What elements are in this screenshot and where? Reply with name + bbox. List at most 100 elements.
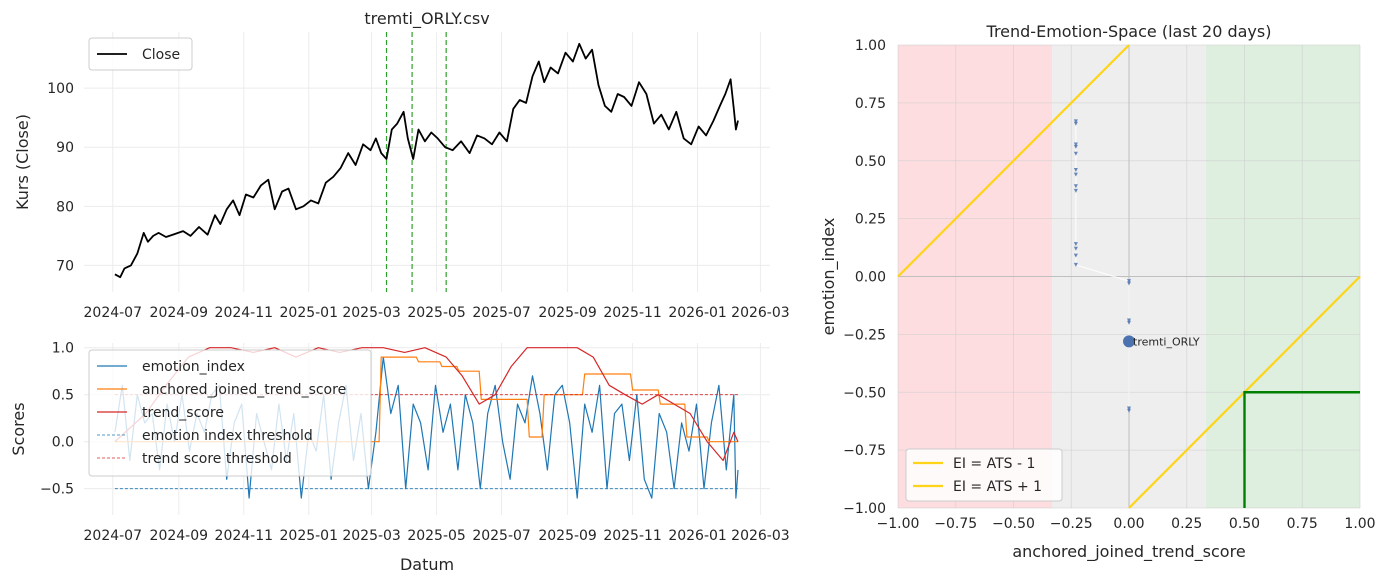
scores-y-axis-label: Scores: [9, 402, 28, 455]
legend-entry: trend score threshold: [142, 451, 292, 467]
trail-marker: [1073, 168, 1078, 173]
x-tick-label: 0.75: [1287, 516, 1318, 532]
current-point: [1123, 335, 1135, 348]
y-tick-label: 100: [47, 81, 74, 97]
legend-box: [905, 448, 1063, 502]
x-tick-label: −0.50: [992, 516, 1035, 532]
space-trail: [1073, 119, 1131, 413]
legend-entry: emotion_index: [142, 359, 245, 375]
y-tick-label: 0.5: [52, 388, 74, 404]
boundary-line: [897, 44, 1130, 278]
x-tick-label: 2025-05: [407, 305, 466, 321]
legend-entry: trend_score: [142, 405, 224, 421]
trail-marker: [1127, 406, 1131, 411]
x-tick-label: 2025-01: [280, 305, 339, 321]
x-tick-label: 2025-11: [603, 528, 662, 544]
price-vlines: [385, 32, 447, 292]
legend-box: [88, 349, 372, 477]
trail-marker: [1073, 242, 1078, 247]
y-tick-label: 0.75: [855, 96, 886, 112]
y-tick-label: 90: [56, 140, 74, 156]
scores-legend: emotion_index anchored_joined_trend_score…: [88, 349, 372, 477]
scores-x-ticks: 2024-07 2024-09 2024-11 2025-01 2025-03 2025-…: [84, 528, 790, 544]
legend-entry: EI = ATS + 1: [953, 479, 1042, 495]
y-tick-label: −0.25: [843, 327, 886, 343]
price-y-axis-label: Kurs (Close): [13, 114, 32, 210]
legend-entry: Close: [142, 47, 180, 63]
space-legend: EI = ATS - 1 EI = ATS + 1: [905, 448, 1063, 502]
trail-marker: [1127, 318, 1131, 323]
space-x-ticks: −1.00 −0.75 −0.50 −0.25 0.00 0.25 0.50 0.75 1.00: [877, 516, 1376, 532]
trail-marker: [1073, 246, 1078, 251]
price-legend: Close: [88, 37, 193, 71]
trail-marker: [1073, 142, 1078, 147]
scores-y-ticks: −0.5 0.0 0.5 1.0: [40, 341, 74, 498]
legend-box: [88, 37, 193, 71]
x-tick-label: 1.00: [1344, 516, 1375, 532]
y-tick-label: 0.25: [855, 212, 886, 228]
y-tick-label: −0.5: [40, 482, 74, 498]
trail-marker: [1073, 188, 1078, 193]
y-tick-label: −0.75: [843, 443, 886, 459]
space-chart-title: Trend-Emotion-Space (last 20 days): [986, 22, 1272, 41]
x-tick-label: 2025-11: [603, 305, 662, 321]
price-x-ticks: 2024-07 2024-09 2024-11 2025-01 2025-03 2025-…: [84, 305, 790, 321]
x-tick-label: 2025-01: [280, 528, 339, 544]
y-tick-label: 1.00: [855, 38, 886, 54]
y-tick-label: 0.00: [855, 270, 886, 286]
trail-marker: [1127, 281, 1131, 286]
x-tick-label: 2025-07: [472, 528, 531, 544]
scores-chart: 2024-07 2024-09 2024-11 2025-01 2025-03 2025-…: [9, 341, 790, 574]
price-series: [114, 42, 739, 279]
scores-x-axis-label: Datum: [400, 555, 454, 574]
x-tick-label: −0.75: [934, 516, 977, 532]
trail-marker: [1073, 151, 1078, 156]
price-grid: [84, 32, 770, 292]
y-tick-label: 1.0: [52, 341, 74, 357]
y-tick-label: −0.50: [843, 385, 886, 401]
legend-entry: EI = ATS - 1: [953, 456, 1035, 472]
y-tick-label: 70: [56, 258, 74, 274]
space-y-ticks: −1.00 −0.75 −0.50 −0.25 0.00 0.25 0.50 0.75 1.00: [843, 38, 886, 517]
trail-marker: [1073, 121, 1078, 126]
trail-segment: [1075, 264, 1130, 282]
x-tick-label: 2024-11: [215, 528, 274, 544]
trail-marker: [1073, 119, 1078, 124]
series-line: [114, 356, 738, 443]
y-tick-label: 0.50: [855, 154, 886, 170]
trail-marker: [1073, 172, 1078, 177]
trail-marker: [1073, 144, 1078, 149]
series-line: [114, 42, 739, 279]
trend-emotion-space-chart: tremti_ORLY −1.00 −0.75 −0.50 −0.25 0.00 0.25…: [819, 22, 1376, 562]
x-tick-label: −0.25: [1050, 516, 1093, 532]
x-tick-label: 2024-09: [150, 528, 209, 544]
space-point: tremti_ORLY: [1123, 335, 1200, 348]
x-tick-label: 2024-11: [215, 305, 274, 321]
x-tick-label: 2026-03: [731, 528, 790, 544]
space-y-axis-label: emotion_index: [819, 218, 839, 336]
x-tick-label: 2026-01: [668, 528, 727, 544]
x-tick-label: 2024-07: [84, 305, 143, 321]
x-tick-label: 2024-09: [150, 305, 209, 321]
trail-marker: [1073, 262, 1078, 267]
x-tick-label: 2025-07: [472, 305, 531, 321]
trail-marker: [1073, 184, 1078, 189]
price-y-ticks: 70 80 90 100: [47, 81, 74, 274]
space-lines: [897, 44, 1361, 509]
x-tick-label: 0.50: [1229, 516, 1260, 532]
legend-entry: anchored_joined_trend_score: [142, 382, 346, 398]
x-tick-label: 0.00: [1113, 516, 1144, 532]
x-tick-label: 0.25: [1171, 516, 1202, 532]
x-tick-label: 2025-09: [538, 528, 597, 544]
target-box: [1243, 391, 1360, 508]
current-point-label: tremti_ORLY: [1133, 335, 1200, 348]
y-tick-label: −1.00: [843, 501, 886, 517]
x-tick-label: 2025-05: [407, 528, 466, 544]
y-tick-label: 80: [56, 199, 74, 215]
price-chart-title: tremti_ORLY.csv: [364, 9, 489, 29]
price-chart: 2024-07 2024-09 2024-11 2025-01 2025-03 2025-…: [13, 9, 790, 321]
x-tick-label: 2026-03: [731, 305, 790, 321]
x-tick-label: 2025-03: [342, 528, 401, 544]
trail-marker: [1073, 253, 1078, 258]
